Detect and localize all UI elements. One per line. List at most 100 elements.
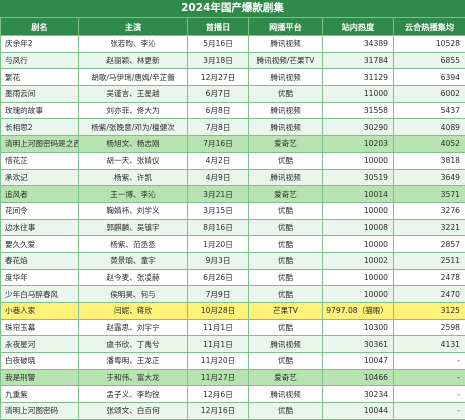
cell-episode-avg: 2470 bbox=[394, 286, 465, 303]
cell-premiere: 12月16日 bbox=[188, 403, 249, 420]
cell-premiere: 4月2日 bbox=[188, 152, 249, 169]
cell-premiere: 4月9日 bbox=[188, 169, 249, 186]
cell-premiere: 7月9日 bbox=[188, 286, 249, 303]
cell-episode-avg: 3571 bbox=[394, 186, 465, 203]
cell-platform: 优酷 bbox=[249, 286, 323, 303]
cell-premiere: 7月16日 bbox=[188, 136, 249, 153]
cell-platform: 腾讯视频 bbox=[249, 336, 323, 353]
cell-title: 白夜破晓 bbox=[1, 353, 79, 370]
cell-episode-avg: 5437 bbox=[394, 102, 465, 119]
cell-platform: 优酷 bbox=[249, 353, 323, 370]
cell-heat: 10014 bbox=[323, 186, 394, 203]
cell-title: 要久久爱 bbox=[1, 236, 79, 253]
cell-premiere: 10月28日 bbox=[188, 303, 249, 320]
cell-episode-avg: - bbox=[394, 369, 465, 386]
cell-premiere: 6月7日 bbox=[188, 86, 249, 103]
cell-cast: 张若昀、李沁 bbox=[79, 36, 188, 53]
column-header-heat: 站内热度 bbox=[323, 18, 394, 36]
cell-episode-avg: 6855 bbox=[394, 52, 465, 69]
cell-premiere: 11月1日 bbox=[188, 319, 249, 336]
cell-title: 度华年 bbox=[1, 269, 79, 286]
cell-premiere: 7月8日 bbox=[188, 119, 249, 136]
cell-cast: 杨紫/张晚意/邓为/檀健次 bbox=[79, 119, 188, 136]
cell-heat: 10000 bbox=[323, 269, 394, 286]
cell-title: 惜花芷 bbox=[1, 152, 79, 169]
cell-platform: 优酷 bbox=[249, 152, 323, 169]
cell-cast: 刘亦菲、佟大为 bbox=[79, 102, 188, 119]
cell-episode-avg: 3125 bbox=[394, 303, 465, 320]
cell-title: 清明上河图密码 bbox=[1, 403, 79, 420]
cell-cast: 鞠婧祎、刘学义 bbox=[79, 202, 188, 219]
cell-title: 永夜星河 bbox=[1, 336, 79, 353]
cell-cast: 郭麒麟、吴镇宇 bbox=[79, 219, 188, 236]
cell-episode-avg: - bbox=[394, 403, 465, 420]
cell-heat: 10000 bbox=[323, 236, 394, 253]
column-header-episode-avg: 云合热播集均 bbox=[394, 18, 465, 36]
cell-platform: 爱奇艺 bbox=[249, 136, 323, 153]
cell-title: 边水往事 bbox=[1, 219, 79, 236]
cell-premiere: 12月27日 bbox=[188, 69, 249, 86]
cell-cast: 潘粤明、王龙正 bbox=[79, 353, 188, 370]
cell-platform: 腾讯视频 bbox=[249, 36, 323, 53]
cell-platform: 优酷 bbox=[249, 403, 323, 420]
table-title: 2024年国产爆款剧集 bbox=[0, 0, 465, 17]
cell-episode-avg: 2511 bbox=[394, 252, 465, 269]
cell-cast: 侯明昊、何与 bbox=[79, 286, 188, 303]
cell-platform: 优酷 bbox=[249, 236, 323, 253]
cell-premiere: 12月6日 bbox=[188, 386, 249, 403]
cell-platform: 腾讯视频 bbox=[249, 119, 323, 136]
cell-title: 少年白马醉春风 bbox=[1, 286, 79, 303]
cell-title: 清明上河图密码是之西行 bbox=[1, 136, 79, 153]
cell-premiere: 6月8日 bbox=[188, 102, 249, 119]
cell-platform: 腾讯视频 bbox=[249, 169, 323, 186]
cell-heat: 10002 bbox=[323, 252, 394, 269]
cell-premiere: 3月15日 bbox=[188, 202, 249, 219]
cell-heat: 10000 bbox=[323, 286, 394, 303]
column-header-title: 剧名 bbox=[1, 18, 79, 36]
cell-platform: 优酷 bbox=[249, 202, 323, 219]
cell-title: 玫瑰的故事 bbox=[1, 102, 79, 119]
cell-heat: 10466 bbox=[323, 369, 394, 386]
column-header-cast: 主演 bbox=[79, 18, 188, 36]
cell-heat: 30519 bbox=[323, 169, 394, 186]
cell-title: 追风者 bbox=[1, 186, 79, 203]
cell-heat: 10008 bbox=[323, 219, 394, 236]
cell-cast: 杨旭文、杨志刚 bbox=[79, 136, 188, 153]
cell-heat: 10000 bbox=[323, 202, 394, 219]
column-header-platform: 网播平台 bbox=[249, 18, 323, 36]
cell-episode-avg: 4052 bbox=[394, 136, 465, 153]
cell-premiere: 3月18日 bbox=[188, 52, 249, 69]
cell-title: 花间令 bbox=[1, 202, 79, 219]
cell-premiere: 11月27日 bbox=[188, 369, 249, 386]
cell-heat: 10300 bbox=[323, 319, 394, 336]
cell-title: 我是刑警 bbox=[1, 369, 79, 386]
cell-premiere: 3月21日 bbox=[188, 186, 249, 203]
cell-cast: 胡歌/马伊琍/唐嫣/辛芷蕾 bbox=[79, 69, 188, 86]
cell-title: 庆余年2 bbox=[1, 36, 79, 53]
cell-episode-avg: 3649 bbox=[394, 169, 465, 186]
cell-cast: 赵丽颖、林更新 bbox=[79, 52, 188, 69]
cell-episode-avg: 2857 bbox=[394, 236, 465, 253]
cell-cast: 黄景瑜、童宇 bbox=[79, 252, 188, 269]
cell-episode-avg: - bbox=[394, 353, 465, 370]
drama-table-container: 2024年国产爆款剧集 剧名 主演 首播日 网播平台 站内热度 云合热播集均 庆… bbox=[0, 0, 465, 400]
cell-cast: 吴谨言、王星越 bbox=[79, 86, 188, 103]
cell-episode-avg: - bbox=[394, 386, 465, 403]
cell-title: 繁花 bbox=[1, 69, 79, 86]
